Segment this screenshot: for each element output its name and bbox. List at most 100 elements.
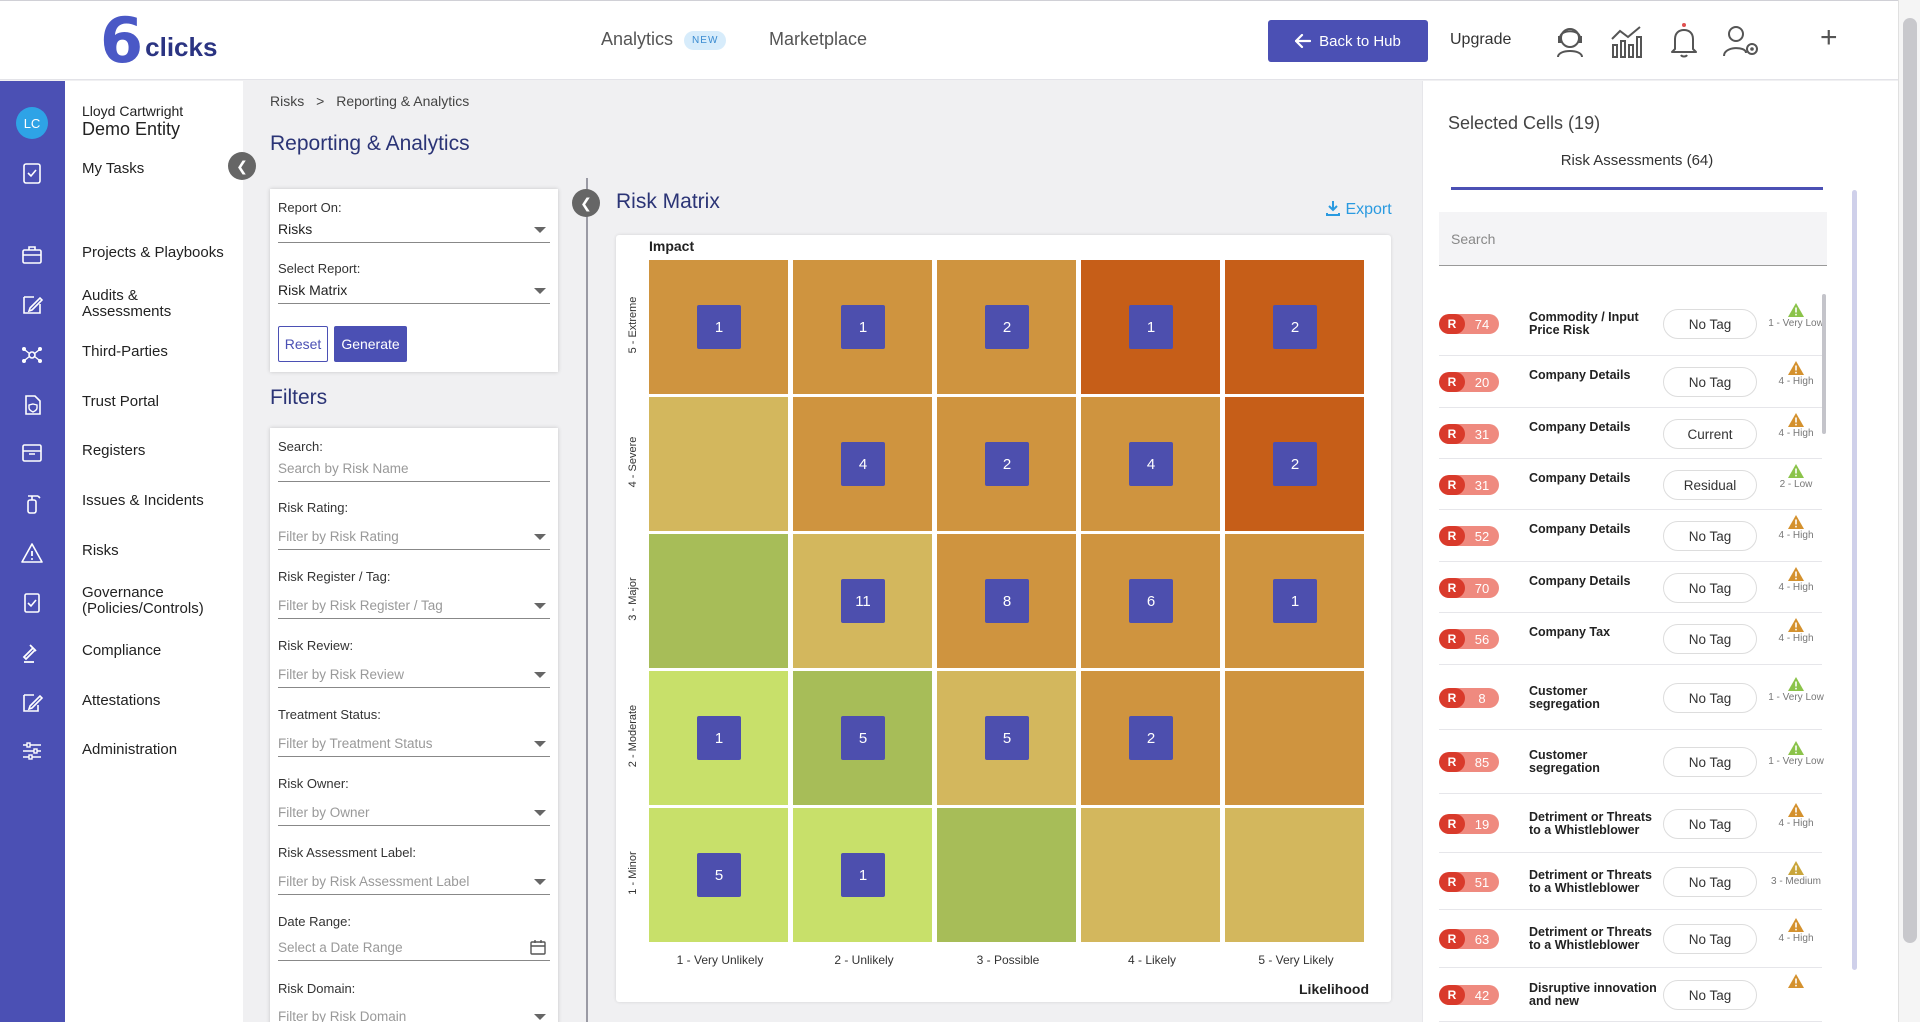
risk-rating-select[interactable]: Filter by Risk Rating [278,528,550,550]
sidebar-item-trust-portal[interactable]: Trust Portal [82,393,159,410]
list-item[interactable]: R 85 Customer segregation No Tag 1 - Very Lo… [1439,730,1824,794]
list-item[interactable]: R 31 Company Details Current 4 - High [1439,408,1822,459]
date-range-input[interactable]: Select a Date Range [278,939,550,961]
matrix-cell[interactable]: 1 [1225,534,1364,668]
list-item[interactable]: R 31 Company Details Residual 2 - Low [1439,459,1822,510]
cell-count-badge[interactable]: 6 [1129,579,1173,623]
risk-review-select[interactable]: Filter by Risk Review [278,666,550,688]
risk-name[interactable]: Company Tax [1529,625,1611,639]
matrix-cell[interactable]: 1 [1081,260,1220,394]
cell-count-badge[interactable]: 2 [1273,442,1317,486]
list-item[interactable]: R 70 Company Details No Tag 4 - High [1439,562,1822,613]
user-settings-icon[interactable] [1722,23,1758,59]
tag-pill[interactable]: Current [1663,419,1757,449]
list-item[interactable]: R 74 Commodity / Input Price Risk No Tag 1 -… [1439,292,1824,356]
add-icon[interactable]: + [1820,21,1838,54]
matrix-cell[interactable]: 2 [1225,260,1364,394]
sidebar-item-projects[interactable]: Projects & Playbooks [82,244,224,261]
sidebar-item-governance[interactable]: Governance (Policies/Controls) [82,584,204,617]
tag-pill[interactable]: No Tag [1663,624,1757,654]
matrix-cell[interactable]: 2 [1225,397,1364,531]
sidebar-item-attestations[interactable]: Attestations [82,692,161,709]
matrix-cell[interactable]: 2 [937,260,1076,394]
collapse-filters-button[interactable]: ❮ [572,189,600,217]
treatment-status-select[interactable]: Filter by Treatment Status [278,735,550,757]
avatar[interactable]: LC [16,107,48,139]
risk-name[interactable]: Disruptive innovation and new [1529,981,1657,1008]
sidebar-item-third-parties[interactable]: Third-Parties [82,343,168,360]
risk-name[interactable]: Detriment or Threats to a Whistleblower [1529,810,1652,837]
report-on-select[interactable]: Risks [278,221,550,243]
cell-count-badge[interactable]: 1 [697,305,741,349]
notification-bell-icon[interactable] [1666,23,1702,59]
register-icon[interactable] [20,441,44,465]
list-item[interactable]: R 42 Disruptive innovation and new No Tag [1439,968,1822,1022]
tag-pill[interactable]: No Tag [1663,573,1757,603]
cell-count-badge[interactable]: 1 [1273,579,1317,623]
matrix-cell[interactable]: 5 [937,671,1076,805]
shield-doc-icon[interactable] [20,393,44,417]
cell-count-badge[interactable]: 1 [697,716,741,760]
edit-icon[interactable] [20,293,44,317]
cell-count-badge[interactable]: 5 [985,716,1029,760]
cell-count-badge[interactable]: 2 [1129,716,1173,760]
matrix-cell[interactable]: 6 [1081,534,1220,668]
matrix-cell[interactable]: 2 [937,397,1076,531]
matrix-cell[interactable]: 8 [937,534,1076,668]
panel-divider[interactable] [586,178,588,1022]
tag-pill[interactable]: No Tag [1663,809,1757,839]
tag-pill[interactable]: No Tag [1663,309,1757,339]
assessment-label-select[interactable]: Filter by Risk Assessment Label [278,873,550,895]
sidebar-item-audits[interactable]: Audits & Assessments [82,287,172,320]
cell-count-badge[interactable]: 4 [1129,442,1173,486]
logo[interactable]: 6 clicks [100,10,217,72]
matrix-cell[interactable]: 4 [793,397,932,531]
cell-count-badge[interactable]: 5 [841,716,885,760]
list-item[interactable]: R 8 Customer segregation No Tag 1 - Very Low [1439,665,1824,730]
matrix-cell[interactable] [937,808,1076,942]
list-item[interactable]: R 20 Company Details No Tag 4 - High [1439,356,1822,408]
risk-name[interactable]: Detriment or Threats to a Whistleblower [1529,868,1652,895]
search-input[interactable]: Search by Risk Name [278,460,550,482]
cell-count-badge[interactable]: 2 [1273,305,1317,349]
tag-pill[interactable]: No Tag [1663,683,1757,713]
upgrade-link[interactable]: Upgrade [1450,31,1512,48]
risk-owner-select[interactable]: Filter by Owner [278,804,550,826]
matrix-cell[interactable] [1225,671,1364,805]
nav-analytics[interactable]: Analytics NEW [601,29,727,50]
fire-extinguisher-icon[interactable] [20,491,44,515]
signature-icon[interactable] [20,691,44,715]
matrix-cell[interactable]: 11 [793,534,932,668]
cell-count-badge[interactable]: 2 [985,305,1029,349]
nav-marketplace[interactable]: Marketplace [769,29,868,49]
matrix-cell[interactable]: 5 [649,808,788,942]
select-report-select[interactable]: Risk Matrix [278,282,550,304]
list-item[interactable]: R 56 Company Tax No Tag 4 - High [1439,613,1822,665]
policy-icon[interactable] [20,591,44,615]
risk-name[interactable]: Company Details [1529,522,1631,536]
risk-domain-select[interactable]: Filter by Risk Domain [278,1008,550,1022]
risk-name[interactable]: Customer segregation [1529,748,1600,775]
breadcrumb-risks[interactable]: Risks [270,93,305,109]
sidebar-item-registers[interactable]: Registers [82,442,146,459]
panel-scrollbar[interactable] [1852,190,1857,970]
list-item[interactable]: R 52 Company Details No Tag 4 - High [1439,510,1822,562]
cell-count-badge[interactable]: 4 [841,442,885,486]
cell-count-badge[interactable]: 1 [841,853,885,897]
cell-count-badge[interactable]: 1 [841,305,885,349]
page-scrollbar[interactable] [1898,0,1920,1022]
cell-count-badge[interactable]: 1 [1129,305,1173,349]
back-to-hub-button[interactable]: Back to Hub [1268,20,1428,62]
analytics-chart-icon[interactable] [1608,23,1644,59]
risk-name[interactable]: Company Details [1529,471,1631,485]
collapse-sidebar-button[interactable]: ❮ [228,152,256,180]
list-scrollbar-thumb[interactable] [1822,294,1826,434]
matrix-cell[interactable] [649,534,788,668]
briefcase-icon[interactable] [20,243,44,267]
tag-pill[interactable]: No Tag [1663,747,1757,777]
network-icon[interactable] [20,343,44,367]
matrix-cell[interactable]: 5 [793,671,932,805]
entity-name[interactable]: Demo Entity [82,119,181,139]
tag-pill[interactable]: No Tag [1663,367,1757,397]
matrix-cell[interactable]: 1 [793,260,932,394]
